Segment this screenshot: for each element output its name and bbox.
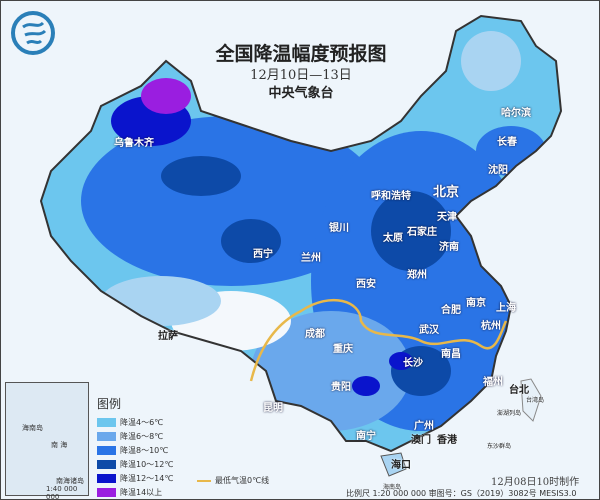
island-label: 澎湖列岛 [497, 410, 522, 417]
taiwan-island [520, 378, 542, 422]
cma-logo-icon [11, 11, 55, 55]
city-label: 天津 [437, 212, 457, 223]
city-label: 南宁 [356, 431, 376, 442]
island-label: 东沙群岛 [487, 443, 512, 450]
city-label: 广州 [414, 421, 434, 432]
city-label: 西宁 [253, 249, 273, 260]
legend-label: 降温10～12℃ [120, 459, 174, 469]
legend: 图例 降温4～6℃ 降温6～8℃ 降温8～10℃ 降温10～12℃ 降温12～14℃ 降温… [97, 395, 173, 499]
city-label: 哈尔滨 [501, 108, 531, 119]
city-label: 香港 [437, 435, 457, 446]
zero-degree-line [249, 298, 508, 382]
inset-label: 海南岛 [22, 424, 43, 432]
city-label: 西安 [356, 279, 376, 290]
legend-label: 降温12～14℃ [120, 473, 174, 483]
legend-zero-line: 最低气温0℃线 [197, 475, 269, 486]
city-label: 成都 [305, 329, 325, 340]
city-label: 南昌 [441, 349, 461, 360]
city-label: 兰州 [301, 253, 321, 264]
city-label: 济南 [439, 242, 459, 253]
city-label: 呼和浩特 [371, 191, 411, 202]
city-label: 沈阳 [488, 165, 508, 176]
legend-swatch [97, 431, 116, 441]
city-label: 长春 [497, 137, 517, 148]
legend-swatch [97, 459, 116, 469]
legend-item: 降温8～10℃ [97, 443, 173, 457]
legend-label: 降温4～6℃ [120, 417, 164, 427]
city-label: 郑州 [407, 270, 427, 281]
island-label: 台湾岛 [526, 397, 545, 404]
legend-label: 最低气温0℃线 [215, 476, 270, 485]
zero-line-swatch [197, 479, 211, 482]
date-range: 12月10日—13日 [250, 68, 352, 83]
city-label: 贵阳 [331, 382, 351, 393]
city-label: 北京 [433, 185, 460, 200]
city-label: 南京 [466, 298, 486, 309]
city-label: 合肥 [441, 305, 461, 316]
city-label: 昆明 [263, 403, 283, 414]
legend-item: 降温6～8℃ [97, 429, 173, 443]
legend-title: 图例 [97, 397, 122, 411]
legend-label: 降温8～10℃ [120, 445, 169, 455]
city-label: 杭州 [481, 321, 501, 332]
legend-swatch [97, 445, 116, 455]
legend-item: 降温12～14℃ [97, 471, 173, 485]
city-label: 乌鲁木齐 [114, 138, 154, 149]
inset-scale: 1:40 000 000 [46, 485, 78, 500]
inset-label: 南 海 [51, 441, 68, 449]
issue-time: 12月08日10时制作 [491, 477, 580, 488]
city-label: 武汉 [419, 325, 439, 336]
city-label: 太原 [383, 233, 403, 244]
city-label: 澳门 [411, 435, 431, 446]
map-footer-info: 比例尺 1:20 000 000 审图号：GS（2019）3082号 MESIS… [346, 489, 577, 498]
legend-label: 降温14以上 [120, 487, 163, 497]
agency-name: 中央气象台 [268, 86, 334, 101]
inset-label: 南海诸岛 [56, 477, 84, 485]
legend-swatch [97, 417, 116, 427]
city-label: 重庆 [333, 344, 353, 355]
legend-item: 降温10～12℃ [97, 457, 173, 471]
city-label: 银川 [329, 223, 349, 234]
legend-item: 降温14以上 [97, 485, 173, 499]
island-label: 海南岛 [383, 484, 402, 491]
city-label: 台北 [509, 385, 529, 396]
city-label: 福州 [483, 377, 503, 388]
hainan-island [380, 452, 407, 477]
city-label: 长沙 [403, 358, 423, 369]
city-label: 上海 [496, 303, 516, 314]
legend-swatch [97, 487, 116, 497]
south-china-sea-inset: 海南岛 南 海 南海诸岛 1:40 000 000 [5, 382, 89, 499]
map-title: 全国降温幅度预报图 [215, 43, 387, 65]
city-label: 海口 [391, 460, 411, 471]
city-label: 石家庄 [407, 227, 437, 238]
city-label: 拉萨 [158, 331, 178, 342]
legend-label: 降温6～8℃ [120, 431, 164, 441]
legend-swatch [97, 473, 116, 483]
legend-item: 降温4～6℃ [97, 415, 173, 429]
